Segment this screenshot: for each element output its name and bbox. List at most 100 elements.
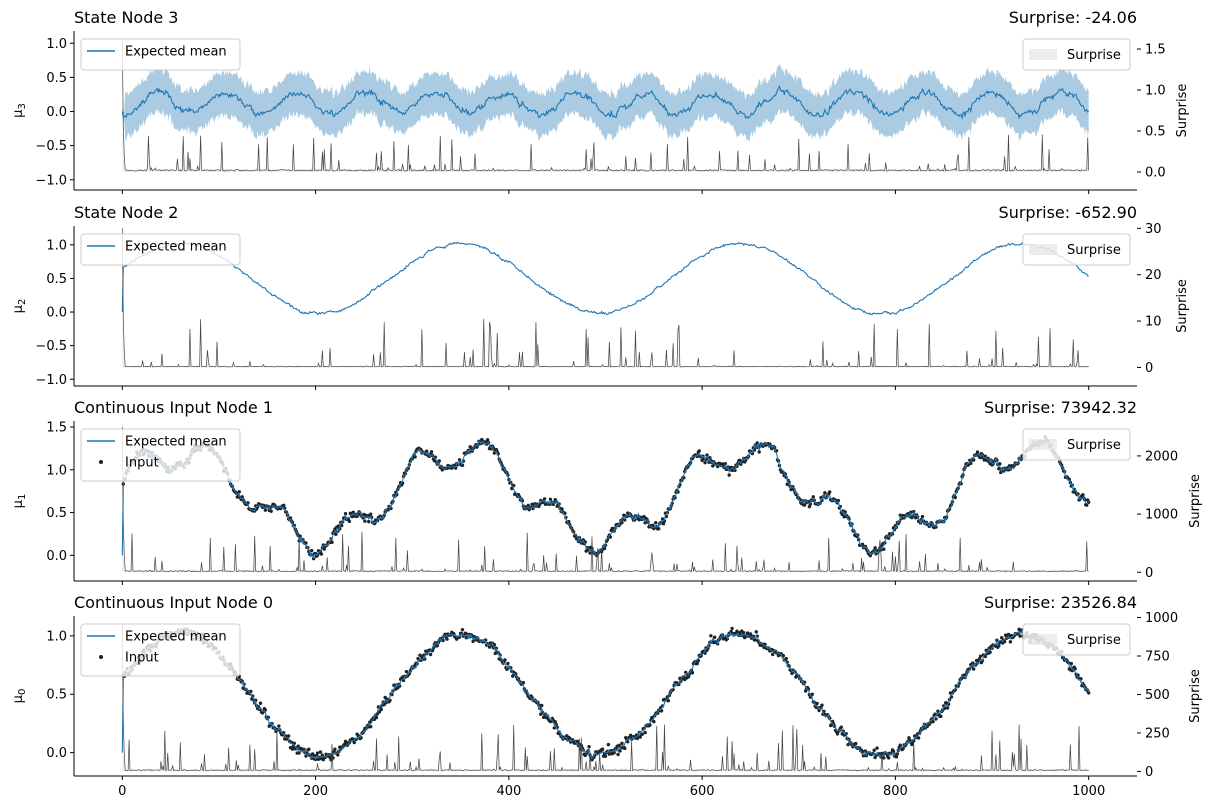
input-point [741, 630, 746, 635]
panel-title: Continuous Input Node 1 [74, 398, 273, 417]
input-point [1000, 636, 1004, 640]
input-point [623, 746, 627, 751]
legend-label: Surprise [1067, 438, 1121, 453]
input-point [587, 745, 591, 749]
legend-label: Surprise [1067, 633, 1121, 648]
input-point [975, 450, 980, 454]
surprise-area [122, 426, 1089, 573]
input-point [810, 692, 814, 697]
y2-tick-label: 250 [1145, 726, 1170, 741]
expected-mean-line [121, 437, 1090, 560]
input-point [302, 747, 306, 752]
panel-2: 0.0 0.5 1.0 1.5 0 1000 2000 μ1 Surprise Continuou… [11, 398, 1203, 585]
panel-title: Continuous Input Node 0 [74, 593, 273, 612]
y-tick-label: 0.5 [46, 506, 67, 521]
input-point [727, 473, 731, 477]
input-point [854, 741, 858, 746]
y-tick-label: 0.0 [46, 105, 67, 120]
input-point [602, 546, 607, 551]
input-point [336, 753, 340, 757]
input-point [575, 739, 580, 744]
input-point [322, 547, 326, 551]
input-point [277, 724, 281, 728]
input-point [894, 755, 899, 759]
y2-axis-label: Surprise [1188, 474, 1203, 528]
input-point [628, 733, 633, 737]
input-point [1086, 691, 1091, 695]
y-tick-label: 0.5 [46, 71, 67, 86]
input-point [626, 740, 630, 744]
legend-right: Surprise [1022, 623, 1131, 656]
input-point [540, 703, 544, 708]
input-point [971, 667, 976, 671]
y2-tick-label: 2000 [1145, 449, 1178, 464]
input-point [846, 742, 850, 747]
legend-label: Surprise [1067, 243, 1121, 258]
input-point [368, 512, 373, 516]
input-point [298, 534, 302, 538]
input-point [435, 643, 440, 648]
surprise-area [122, 228, 1089, 368]
y-tick-label: −0.5 [35, 139, 67, 154]
input-point [249, 689, 253, 694]
panel-1: −1.0 −0.5 0.0 0.5 1.0 0 10 20 30 μ2 Surprise State … [11, 203, 1190, 390]
input-point [452, 631, 456, 636]
y-tick-label: 0.0 [46, 549, 67, 564]
input-point [600, 747, 605, 751]
input-point [815, 701, 819, 706]
surprise-title: Surprise: 23526.84 [984, 593, 1137, 612]
input-point [288, 516, 293, 520]
expected-mean-line [121, 627, 1090, 760]
surprise-line [121, 40, 1090, 172]
input-point [836, 498, 841, 503]
input-point [695, 661, 699, 666]
input-point [651, 523, 655, 527]
y-axis-label: μ2 [11, 299, 28, 314]
input-point [310, 548, 314, 553]
y-axis-label: μ3 [11, 103, 28, 118]
input-point [269, 509, 273, 513]
x-tick-label: 0 [118, 784, 126, 799]
input-point [612, 751, 616, 755]
input-point [713, 635, 717, 639]
surprise-line [121, 228, 1089, 368]
input-point [711, 464, 715, 468]
legend-left: Expected mean Input [80, 428, 241, 482]
input-point [890, 532, 895, 536]
surprise-title: Surprise: -652.90 [999, 203, 1137, 222]
y2-tick-label: 1000 [1145, 611, 1178, 626]
input-point [640, 732, 644, 736]
y-tick-label: 0.0 [46, 306, 67, 321]
panel-0: −1.0 −0.5 0.0 0.5 1.0 0.0 0.5 1.0 1.5 μ3 Surprise S… [11, 8, 1190, 194]
input-point [603, 754, 608, 758]
input-point [807, 504, 812, 509]
input-point [263, 508, 268, 512]
input-point [953, 495, 958, 500]
input-point [607, 752, 612, 756]
input-point [457, 458, 462, 462]
legend-label: Input [125, 456, 159, 471]
panel-title: State Node 3 [74, 8, 178, 27]
input-point [521, 681, 526, 685]
input-point [971, 458, 976, 462]
legend-label: Surprise [1067, 48, 1121, 63]
y2-tick-label: 1.0 [1145, 84, 1166, 99]
x-tick-label: 800 [883, 784, 908, 799]
input-point [620, 741, 624, 746]
legend-left: Expected mean [80, 38, 241, 71]
input-point [931, 719, 935, 724]
input-point [404, 669, 409, 674]
input-point [618, 749, 622, 753]
input-point [464, 636, 469, 640]
input-point [425, 449, 429, 453]
panel-title: State Node 2 [74, 203, 178, 222]
input-point [875, 746, 879, 750]
y2-tick-label: 750 [1145, 650, 1170, 665]
y-tick-label: 1.5 [46, 420, 67, 435]
input-point [860, 542, 865, 547]
legend-right: Surprise [1022, 233, 1131, 266]
input-point [886, 756, 891, 760]
input-point [753, 638, 757, 642]
input-point [978, 455, 983, 460]
input-point [811, 495, 815, 499]
